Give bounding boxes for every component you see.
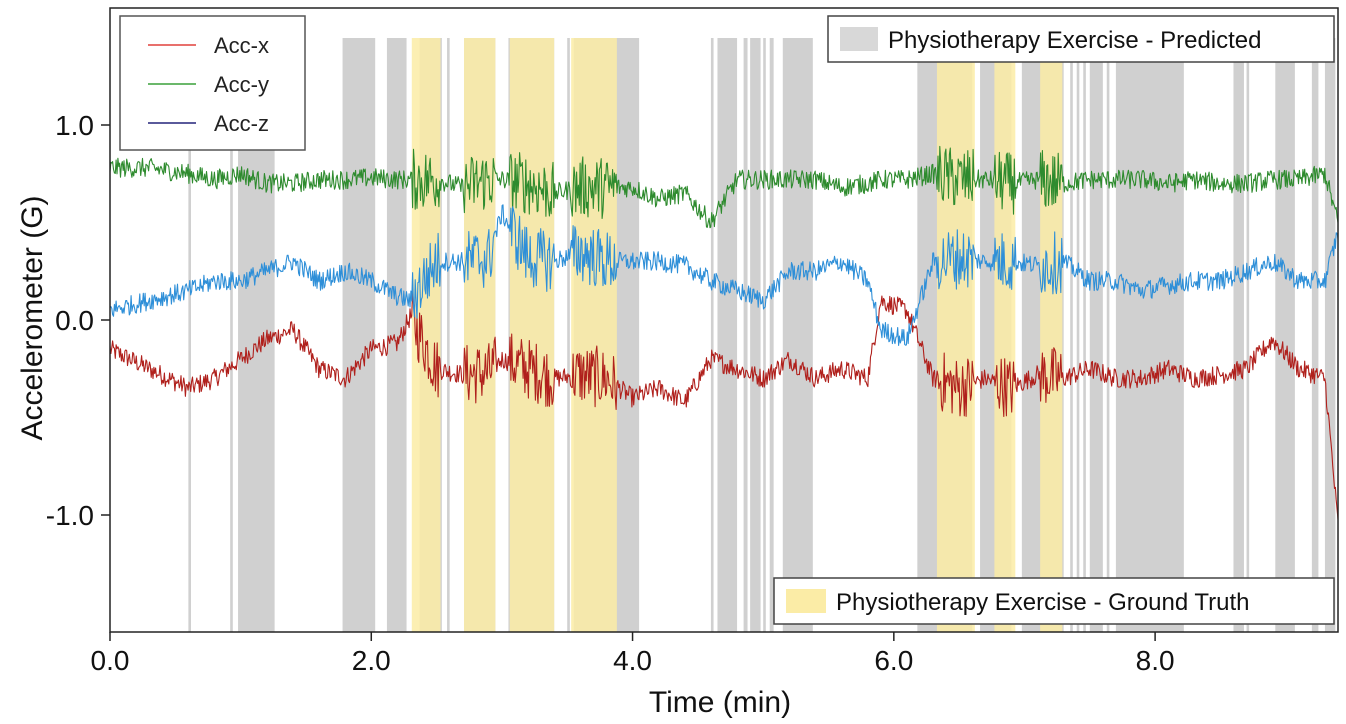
- axes: 0.0 2.0 4.0 6.0 8.0 1.0 0.0 -1.0: [46, 7, 1339, 676]
- data-series: [109, 145, 1339, 520]
- x-tick-label: 8.0: [1136, 645, 1175, 676]
- y-axis-label: Accelerometer (G): [16, 195, 49, 440]
- series-legend-box: [119, 15, 306, 151]
- predicted-band: [447, 38, 450, 632]
- predicted-band: [188, 38, 191, 632]
- legend-label-acc-y: Acc-y: [214, 72, 269, 97]
- x-tick-label: 0.0: [91, 645, 130, 676]
- y-tick-label: 0.0: [55, 305, 94, 336]
- series-line-acc-x: [109, 289, 1339, 520]
- ground-truth-legend: Physiotherapy Exercise - Ground Truth: [773, 577, 1335, 625]
- predicted-band: [717, 38, 738, 632]
- x-axis-label: Time (min): [649, 686, 791, 719]
- predicted-band: [763, 38, 766, 632]
- predicted-band: [743, 38, 748, 632]
- series-legend: Acc-x Acc-y Acc-z: [119, 15, 306, 151]
- predicted-legend-label: Physiotherapy Exercise - Predicted: [888, 27, 1262, 54]
- predicted-band: [1115, 38, 1184, 632]
- ground-truth-regions: [411, 38, 1063, 632]
- ground-truth-band: [994, 38, 1016, 632]
- predicted-band: [1275, 38, 1295, 632]
- predicted-band: [567, 38, 570, 632]
- predicted-band: [1246, 38, 1250, 632]
- ground-truth-band: [936, 38, 975, 632]
- ground-truth-legend-label: Physiotherapy Exercise - Ground Truth: [836, 589, 1250, 616]
- predicted-band: [1233, 38, 1244, 632]
- predicted-band: [769, 38, 774, 632]
- predicted-legend: Physiotherapy Exercise - Predicted: [827, 15, 1335, 63]
- ground-truth-band: [1040, 38, 1063, 632]
- predicted-band: [1089, 38, 1103, 632]
- predicted-band: [1083, 38, 1086, 632]
- x-tick-label: 6.0: [874, 645, 913, 676]
- series-line-acc-y: [109, 145, 1339, 229]
- predicted-band: [750, 38, 761, 632]
- predicted-band: [342, 38, 376, 632]
- predicted-band: [782, 38, 813, 632]
- predicted-band: [1324, 38, 1336, 632]
- legend-label-acc-z: Acc-z: [214, 111, 269, 136]
- ground-truth-band: [571, 38, 617, 632]
- predicted-band: [1106, 38, 1110, 632]
- series-line-acc-z: [109, 204, 1339, 346]
- predicted-band: [1076, 38, 1080, 632]
- y-tick-label: -1.0: [46, 500, 94, 531]
- y-tick-label: 1.0: [55, 110, 94, 141]
- legend-label-acc-x: Acc-x: [214, 33, 269, 58]
- predicted-band: [1311, 38, 1319, 632]
- predicted-legend-box: [827, 15, 1335, 63]
- legends: Acc-x Acc-y Acc-z Physiotherapy Exercise - …: [119, 15, 1335, 625]
- predicted-band: [710, 38, 714, 632]
- x-tick-label: 4.0: [613, 645, 652, 676]
- ground-truth-band: [509, 38, 555, 632]
- predicted-legend-swatch: [840, 27, 878, 51]
- ground-truth-legend-swatch: [786, 589, 826, 613]
- shaded-regions: [188, 38, 1336, 632]
- predicted-band: [230, 38, 233, 632]
- ground-truth-band: [464, 38, 496, 632]
- predicted-band: [1070, 38, 1073, 632]
- x-tick-label: 2.0: [352, 645, 391, 676]
- ground-truth-legend-box: [773, 577, 1335, 625]
